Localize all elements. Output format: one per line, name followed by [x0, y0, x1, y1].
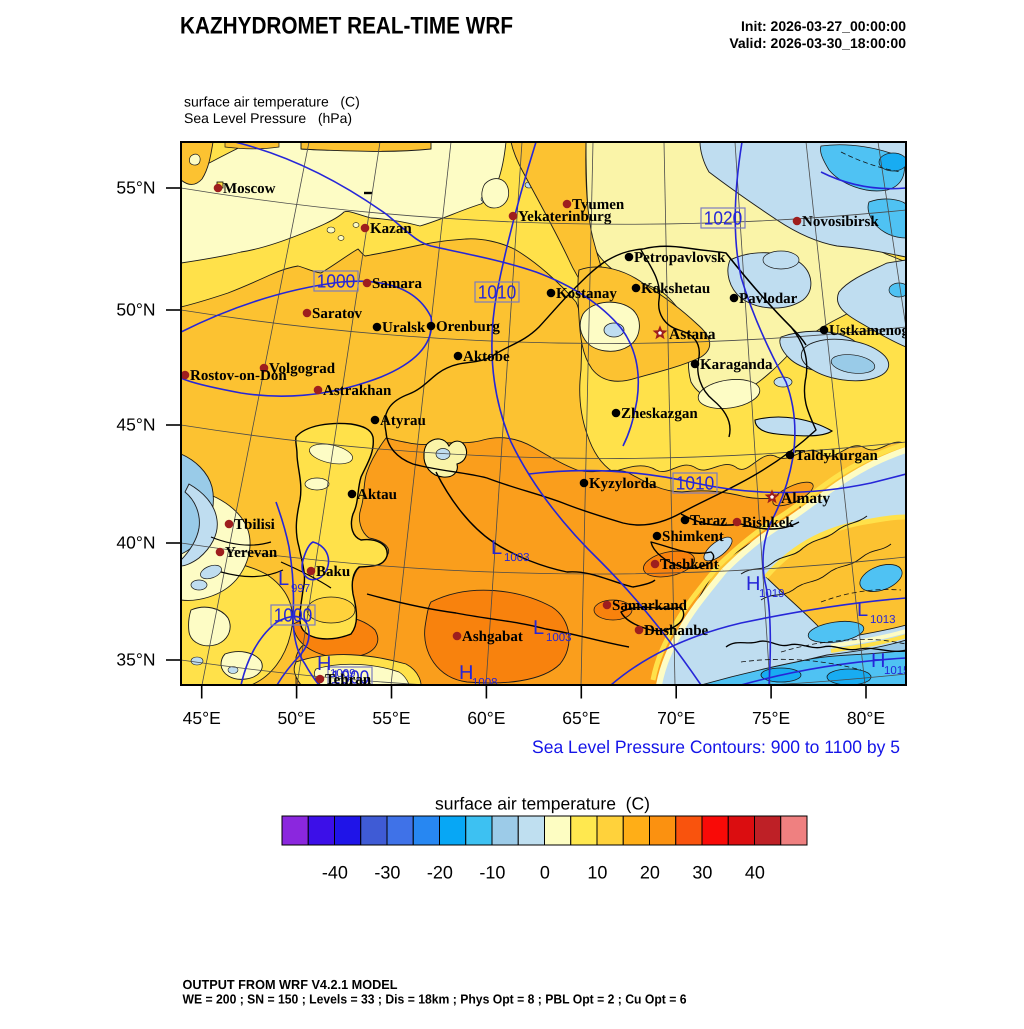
svg-text:35°N: 35°N [116, 650, 155, 670]
svg-text:Sea Level Pressure Contours: 9: Sea Level Pressure Contours: 900 to 1100… [532, 737, 900, 757]
svg-text:-40: -40 [322, 863, 348, 883]
svg-text:Baku: Baku [316, 564, 350, 580]
svg-text:40: 40 [745, 863, 765, 883]
svg-text:Kazan: Kazan [370, 221, 412, 237]
svg-text:Tbilisi: Tbilisi [234, 517, 275, 533]
svg-text:Astrakhan: Astrakhan [323, 383, 392, 399]
svg-text:1019: 1019 [759, 588, 785, 600]
svg-text:45°E: 45°E [183, 708, 221, 728]
svg-text:Uralsk: Uralsk [382, 320, 426, 336]
svg-text:Init: 2026-03-27_00:00:00: Init: 2026-03-27_00:00:00 [741, 18, 906, 34]
svg-text:Yekaterinburg: Yekaterinburg [518, 209, 612, 225]
svg-text:30: 30 [692, 863, 712, 883]
svg-text:Almaty: Almaty [781, 490, 830, 507]
svg-text:Bishkek: Bishkek [742, 515, 794, 531]
svg-text:-20: -20 [427, 863, 453, 883]
svg-text:Samarkand: Samarkand [612, 598, 688, 614]
svg-text:1000: 1000 [331, 668, 369, 689]
svg-text:H: H [317, 653, 331, 675]
svg-text:H: H [459, 662, 473, 684]
svg-text:0: 0 [540, 863, 550, 883]
svg-text:Sea Level Pressure (hPa): Sea Level Pressure (hPa) [184, 110, 352, 126]
svg-text:Dushanbe: Dushanbe [644, 623, 709, 639]
svg-text:75°E: 75°E [752, 708, 790, 728]
svg-text:surface air temperature (C): surface air temperature (C) [184, 94, 360, 110]
svg-text:1020: 1020 [704, 209, 742, 230]
svg-text:Tehran: Tehran [325, 672, 372, 688]
svg-text:1015: 1015 [884, 665, 910, 677]
svg-text:Taraz: Taraz [690, 513, 727, 529]
svg-text:Aktau: Aktau [357, 487, 397, 503]
svg-text:Kyzylorda: Kyzylorda [589, 476, 657, 492]
svg-text:Ustkamenogorsk: Ustkamenogorsk [829, 323, 938, 339]
svg-text:surface air temperature (C): surface air temperature (C) [435, 794, 650, 814]
svg-text:L: L [857, 599, 868, 621]
svg-text:Astana: Astana [669, 326, 716, 343]
svg-text:1010: 1010 [478, 283, 516, 304]
svg-text:Tashkent: Tashkent [660, 557, 719, 573]
svg-text:1000: 1000 [317, 272, 355, 293]
svg-text:Shimkent: Shimkent [662, 529, 724, 545]
svg-text:Volgograd: Volgograd [269, 361, 336, 377]
svg-text:H: H [871, 650, 885, 672]
svg-text:Rostov-on-Don: Rostov-on-Don [190, 368, 287, 384]
svg-text:1010: 1010 [676, 474, 714, 495]
svg-text:OUTPUT FROM WRF V4.2.1 MODEL: OUTPUT FROM WRF V4.2.1 MODEL [183, 977, 398, 992]
svg-text:Kokshetau: Kokshetau [641, 281, 710, 297]
svg-text:20: 20 [640, 863, 660, 883]
svg-text:70°E: 70°E [657, 708, 695, 728]
svg-text:Samara: Samara [372, 276, 422, 292]
svg-text:997: 997 [291, 583, 310, 595]
svg-text:55°E: 55°E [372, 708, 410, 728]
svg-text:Moscow: Moscow [223, 181, 276, 197]
svg-text:Taldykurgan: Taldykurgan [795, 448, 878, 464]
svg-text:Aktobe: Aktobe [463, 349, 510, 365]
svg-text:Yerevan: Yerevan [225, 545, 278, 561]
svg-text:L: L [491, 537, 502, 559]
svg-text:Petropavlovsk: Petropavlovsk [634, 250, 726, 266]
svg-text:WE = 200 ; SN = 150 ; Levels =: WE = 200 ; SN = 150 ; Levels = 33 ; Dis … [183, 992, 687, 1007]
svg-text:60°E: 60°E [467, 708, 505, 728]
svg-text:1003: 1003 [546, 632, 572, 644]
svg-text:1013: 1013 [870, 614, 896, 626]
svg-text:1009: 1009 [330, 668, 356, 680]
svg-text:Orenburg: Orenburg [436, 319, 500, 335]
svg-text:50°N: 50°N [116, 300, 155, 320]
svg-text:L: L [533, 617, 544, 639]
svg-text:Kostanay: Kostanay [556, 286, 617, 302]
svg-text:1000: 1000 [274, 606, 312, 627]
svg-text:Pavlodar: Pavlodar [739, 291, 798, 307]
svg-text:Saratov: Saratov [312, 306, 362, 322]
svg-text:1003: 1003 [504, 552, 530, 564]
svg-text:KAZHYDROMET REAL-TIME WRF: KAZHYDROMET REAL-TIME WRF [180, 13, 513, 40]
svg-text:-30: -30 [374, 863, 400, 883]
svg-text:H: H [746, 573, 760, 595]
svg-text:65°E: 65°E [562, 708, 600, 728]
svg-text:80°E: 80°E [847, 708, 885, 728]
svg-text:40°N: 40°N [116, 533, 155, 553]
svg-text:10: 10 [587, 863, 607, 883]
svg-text:55°N: 55°N [116, 178, 155, 198]
svg-text:45°N: 45°N [116, 415, 155, 435]
svg-text:-10: -10 [479, 863, 505, 883]
svg-text:1008: 1008 [472, 677, 498, 689]
svg-text:50°E: 50°E [278, 708, 316, 728]
svg-text:Tyumen: Tyumen [572, 197, 625, 213]
svg-text:Novosibirsk: Novosibirsk [802, 214, 879, 230]
svg-text:Karaganda: Karaganda [700, 357, 773, 373]
svg-text:Atyrau: Atyrau [380, 413, 426, 429]
svg-text:Zheskazgan: Zheskazgan [621, 406, 698, 422]
svg-text:Valid: 2026-03-30_18:00:00: Valid: 2026-03-30_18:00:00 [729, 35, 906, 51]
svg-text:Ashgabat: Ashgabat [462, 629, 523, 645]
svg-text:L: L [278, 568, 289, 590]
